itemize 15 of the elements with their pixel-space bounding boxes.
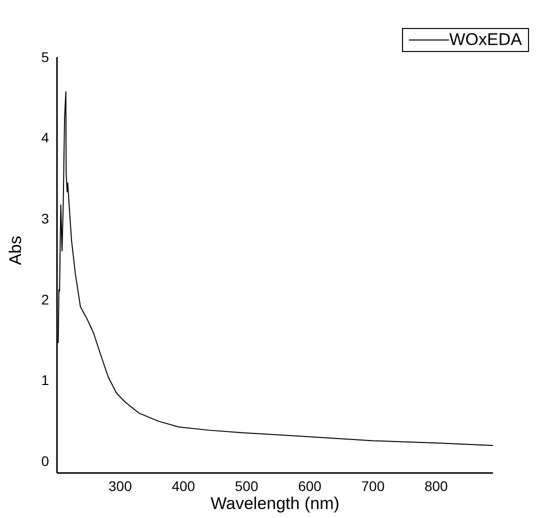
x-tick-label: 400 (172, 478, 196, 494)
x-tick-label: 700 (361, 478, 385, 494)
x-tick-label: 300 (108, 478, 132, 494)
y-tick-label: 5 (41, 48, 50, 65)
y-tick-label: 2 (41, 291, 50, 308)
y-axis-title: Abs (6, 236, 26, 265)
y-tick-label: 1 (41, 372, 50, 388)
y-tick-label: 3 (41, 210, 50, 227)
x-tick-label: 800 (424, 478, 448, 494)
x-tick-label: 500 (234, 478, 258, 494)
x-tick-label: 600 (298, 478, 322, 494)
y-tick-label: 0 (41, 452, 50, 469)
legend-label: WOxEDA (449, 30, 522, 50)
y-tick-label: 4 (41, 130, 50, 146)
x-axis-title: Wavelength (nm) (210, 494, 340, 513)
